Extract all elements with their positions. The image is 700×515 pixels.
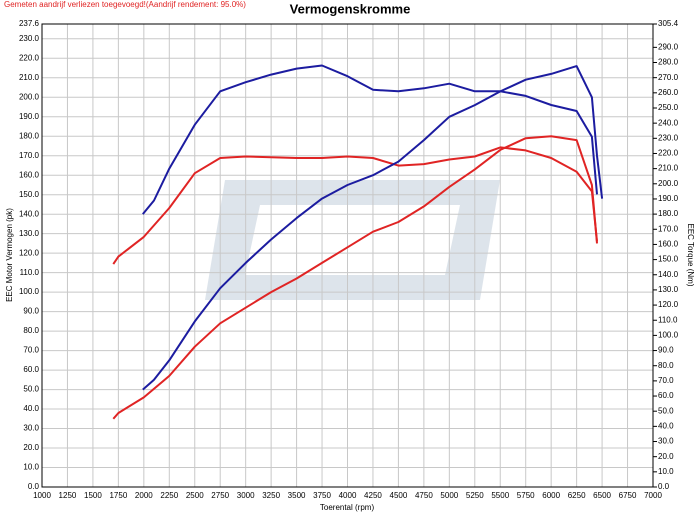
y-tick-label: 200.0 [19, 92, 40, 101]
y2-tick-label: 20.0 [658, 452, 674, 461]
y2-tick-label: 270.0 [658, 73, 679, 82]
y2-tick-label: 140.0 [658, 270, 679, 279]
chart-title: Vermogenskromme [290, 1, 411, 16]
x-tick-label: 1000 [33, 491, 51, 500]
y2-tick-label: 60.0 [658, 391, 674, 400]
y2-tick-label: 180.0 [658, 209, 679, 218]
y2-tick-label: 290.0 [658, 42, 679, 51]
y2-tick-label: 170.0 [658, 224, 679, 233]
y-tick-label: 110.0 [20, 268, 40, 277]
plot-frame [41, 23, 654, 488]
y-tick-label: 210.0 [19, 73, 40, 82]
y2-tick-label: 40.0 [658, 421, 674, 430]
y2-tick-label: 130.0 [658, 285, 679, 294]
x-tick-label: 2000 [135, 491, 153, 500]
y2-tick-label: 30.0 [658, 437, 674, 446]
y-tick-label: 170.0 [19, 151, 40, 160]
y2-tick-label: 260.0 [658, 88, 679, 97]
x-tick-label: 3250 [262, 491, 280, 500]
y2-tick-label: 305.4 [658, 19, 679, 28]
y2-tick-label: 200.0 [658, 179, 679, 188]
y2-tick-label: 70.0 [658, 376, 674, 385]
y-tick-label: 120.0 [19, 248, 40, 257]
x-tick-label: 6000 [542, 491, 560, 500]
x-tick-label: 6250 [568, 491, 586, 500]
y2-tick-label: 150.0 [658, 255, 679, 264]
y-tick-label: 30.0 [23, 424, 39, 433]
x-tick-label: 5500 [491, 491, 509, 500]
x-tick-label: 2250 [160, 491, 178, 500]
y2-tick-label: 90.0 [658, 346, 674, 355]
y2-tick-label: 80.0 [658, 361, 674, 370]
x-tick-label: 3500 [288, 491, 306, 500]
x-tick-label: 3000 [237, 491, 255, 500]
x-tick-label: 2750 [211, 491, 229, 500]
y-tick-label: 70.0 [23, 346, 39, 355]
y-tick-label: 130.0 [19, 229, 40, 238]
y-tick-label: 80.0 [23, 326, 39, 335]
y2-tick-label: 230.0 [658, 133, 679, 142]
x-tick-label: 5250 [466, 491, 484, 500]
y-tick-label: 100.0 [19, 287, 40, 296]
y-tick-label: 90.0 [23, 307, 39, 316]
x-tick-label: 6500 [593, 491, 611, 500]
subtitle: Gemeten aandrijf verliezen toegevoegd!(A… [4, 0, 246, 9]
y2-tick-label: 10.0 [658, 467, 674, 476]
series-line [142, 64, 598, 215]
x-tick-label: 4000 [339, 491, 357, 500]
y-tick-label: 190.0 [19, 112, 40, 121]
y-tick-label: 150.0 [19, 190, 40, 199]
x-tick-label: 1500 [84, 491, 102, 500]
y2-tick-label: 190.0 [658, 194, 679, 203]
x-tick-label: 3750 [313, 491, 331, 500]
x-tick-label: 7000 [644, 491, 662, 500]
y2-tick-label: 100.0 [658, 331, 679, 340]
y2-tick-label: 220.0 [658, 149, 679, 158]
y-tick-label: 237.6 [19, 19, 40, 28]
y2-tick-label: 250.0 [658, 103, 679, 112]
y-tick-label: 20.0 [23, 443, 39, 452]
y2-tick-label: 210.0 [658, 164, 679, 173]
series-line [142, 65, 604, 391]
y2-tick-label: 120.0 [658, 300, 679, 309]
y2-tick-label: 280.0 [658, 58, 679, 67]
y-tick-label: 220.0 [19, 53, 40, 62]
x-tick-label: 4250 [364, 491, 382, 500]
series-line [112, 135, 598, 420]
y-tick-label: 60.0 [23, 365, 39, 374]
x-tick-label: 4750 [415, 491, 433, 500]
y2-tick-label: 240.0 [658, 118, 679, 127]
x-tick-label: 6750 [619, 491, 637, 500]
y-tick-label: 180.0 [19, 131, 40, 140]
x-tick-label: 5000 [440, 491, 458, 500]
x-tick-label: 1250 [59, 491, 77, 500]
y-tick-label: 40.0 [23, 404, 39, 413]
y-tick-label: 50.0 [23, 385, 39, 394]
watermark [205, 180, 500, 300]
x-axis-title: Toerental (rpm) [320, 503, 375, 512]
series-line [112, 146, 598, 265]
x-tick-label: 2500 [186, 491, 204, 500]
y2-tick-label: 160.0 [658, 240, 679, 249]
x-tick-label: 1750 [109, 491, 127, 500]
y-axis-title: EEC Motor Vermogen (pk) [5, 208, 14, 302]
y-tick-label: 140.0 [19, 209, 40, 218]
y2-tick-label: 0.0 [658, 482, 670, 491]
y-tick-label: 0.0 [28, 482, 40, 491]
y2-tick-label: 50.0 [658, 406, 674, 415]
y2-axis-title: EEC Torque (Nm) [686, 224, 695, 287]
y-tick-label: 160.0 [19, 170, 40, 179]
x-tick-label: 5750 [517, 491, 535, 500]
y2-tick-label: 110.0 [658, 315, 678, 324]
y-tick-label: 10.0 [23, 463, 39, 472]
y-tick-label: 230.0 [19, 34, 40, 43]
x-tick-label: 4500 [390, 491, 408, 500]
